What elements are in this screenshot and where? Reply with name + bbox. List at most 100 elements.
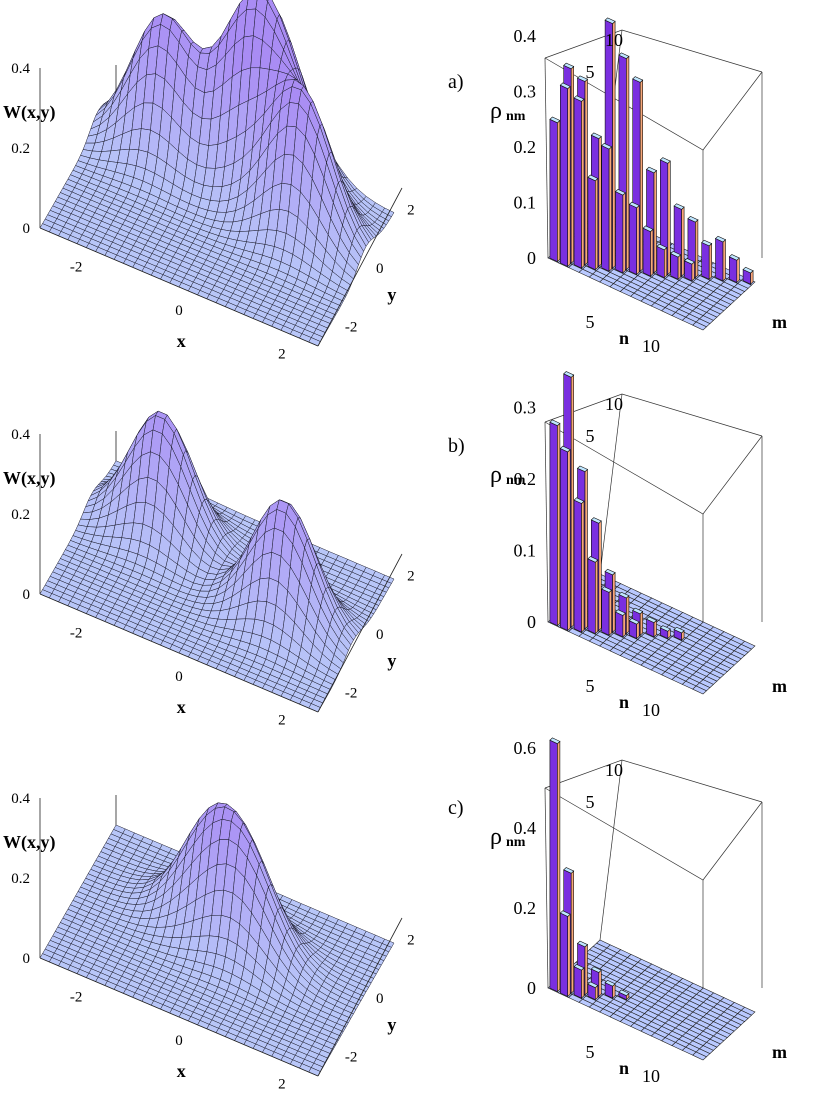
front-edge-y <box>317 187 403 347</box>
x-tick-label: -2 <box>70 259 83 275</box>
z-tick-label: 0 <box>527 248 536 268</box>
y-tick-label: 2 <box>407 203 415 219</box>
bar-top-face <box>587 556 599 563</box>
density-matrix-bar-plot: 0 0.2 0.4 0.6 ρ nm 5 10 m 5 10 n c) <box>448 737 787 1086</box>
bar-top-face <box>614 188 626 196</box>
bar-top-face <box>563 371 575 378</box>
bar-top-face <box>549 419 561 427</box>
m-axis-title: m <box>772 1042 787 1062</box>
bars <box>549 371 685 641</box>
bars <box>549 17 754 285</box>
z-tick-label: 0 <box>527 978 536 998</box>
bar-side-face <box>594 559 599 635</box>
bar-top-face <box>614 609 626 616</box>
bar-top-face <box>573 963 585 971</box>
surface-box <box>39 431 117 594</box>
z-tick-label: 0.6 <box>514 738 537 758</box>
bar-side-face <box>608 146 612 272</box>
z-tick-label: 0.1 <box>514 192 537 212</box>
bar-top-face <box>559 445 571 453</box>
bar-side-face <box>708 242 713 280</box>
bar-top-face <box>645 616 658 623</box>
bar-side-face <box>677 254 681 280</box>
bar-side-face <box>567 913 571 998</box>
surface-faces <box>39 802 395 1077</box>
bar-front-face <box>715 238 724 282</box>
n-tick-label: 5 <box>586 676 595 696</box>
m-tick-label: 10 <box>605 394 623 414</box>
bar-side-face <box>653 169 657 274</box>
panel-label: a) <box>448 71 464 93</box>
bar-top-face <box>590 966 602 973</box>
bar-front-face <box>615 191 624 274</box>
y-tick-label: -2 <box>345 319 358 335</box>
bar-front-face <box>728 256 738 283</box>
density-matrix-bar-plot: 0 0.1 0.2 0.3 0.4 ρ nm 5 10 m 5 10 n a) <box>448 17 787 356</box>
y-tick-label: 0 <box>376 261 384 277</box>
z-tick-label: 0.3 <box>514 398 537 418</box>
density-matrix-bar-plot: 0 0.1 0.2 0.3 ρ nm 5 10 m 5 10 n b) <box>448 371 787 720</box>
front-edge-x <box>39 957 319 1077</box>
y-tick-label: -2 <box>345 685 358 701</box>
z-axis-title: W(x,y) <box>3 832 56 853</box>
bar-side-face <box>636 621 640 640</box>
n-tick-label: 5 <box>586 1042 595 1062</box>
z-tick-label: 0.4 <box>11 427 30 443</box>
bar-side-face <box>722 239 726 282</box>
bar-front-face <box>549 118 558 263</box>
z-tick-label: 0.1 <box>514 541 537 561</box>
bar-front-face <box>642 227 651 277</box>
bar-side-face <box>636 204 640 276</box>
bar-top-face <box>683 258 695 265</box>
n-axis-title: n <box>619 692 629 712</box>
bar-top-face <box>587 981 599 989</box>
z-tick-label: 0.4 <box>11 61 30 77</box>
bar-top-face <box>728 254 740 261</box>
surface-box <box>39 795 117 958</box>
y-tick-label: 2 <box>407 933 415 949</box>
m-tick-label: 10 <box>605 30 623 50</box>
box-top-edge <box>544 759 763 803</box>
bar-side-face <box>736 257 740 284</box>
bar-top-face <box>590 517 602 524</box>
x-tick-label: 2 <box>278 713 286 729</box>
y-tick-label: 2 <box>407 569 415 585</box>
bar-side-face <box>612 571 616 633</box>
bar-front-face <box>615 611 624 638</box>
bar-side-face <box>612 20 616 269</box>
z-axis-title-subscript: nm <box>506 835 526 850</box>
floor-cell <box>692 321 708 331</box>
bar-top-face <box>632 607 644 615</box>
surface-faces <box>39 0 395 347</box>
bar-front-face <box>628 203 638 275</box>
z-tick-label: 0 <box>23 587 31 603</box>
z-tick-label: 0.2 <box>514 137 537 157</box>
bar-top-face <box>563 867 575 874</box>
panel-label: c) <box>448 797 464 819</box>
bar-front-face <box>549 421 558 627</box>
bar-side-face <box>639 610 644 636</box>
y-tick-label: 0 <box>376 991 384 1007</box>
bar-side-face <box>650 228 654 277</box>
bar-side-face <box>567 85 571 268</box>
box-top-edge <box>544 787 763 881</box>
bar-side-face <box>598 135 602 268</box>
x-tick-label: -2 <box>70 625 83 641</box>
bar-front-face <box>573 499 582 633</box>
y-axis-title: y <box>387 285 396 305</box>
bar-top-face <box>559 82 571 90</box>
bar-side-face <box>608 589 612 636</box>
bar-top-face <box>632 76 644 83</box>
x-tick-label: -2 <box>70 989 83 1005</box>
z-axis-title: W(x,y) <box>3 102 56 123</box>
bar-top-face <box>714 235 727 243</box>
bar-side-face <box>639 79 644 272</box>
bar-top-face <box>590 132 602 140</box>
bar-side-face <box>557 119 561 263</box>
front-edge-y <box>317 553 403 713</box>
bar-side-face <box>570 870 575 994</box>
bar-front-face <box>670 253 679 280</box>
bar-side-face <box>594 177 599 271</box>
bar-side-face <box>626 55 630 271</box>
bar-top-face <box>587 174 599 182</box>
